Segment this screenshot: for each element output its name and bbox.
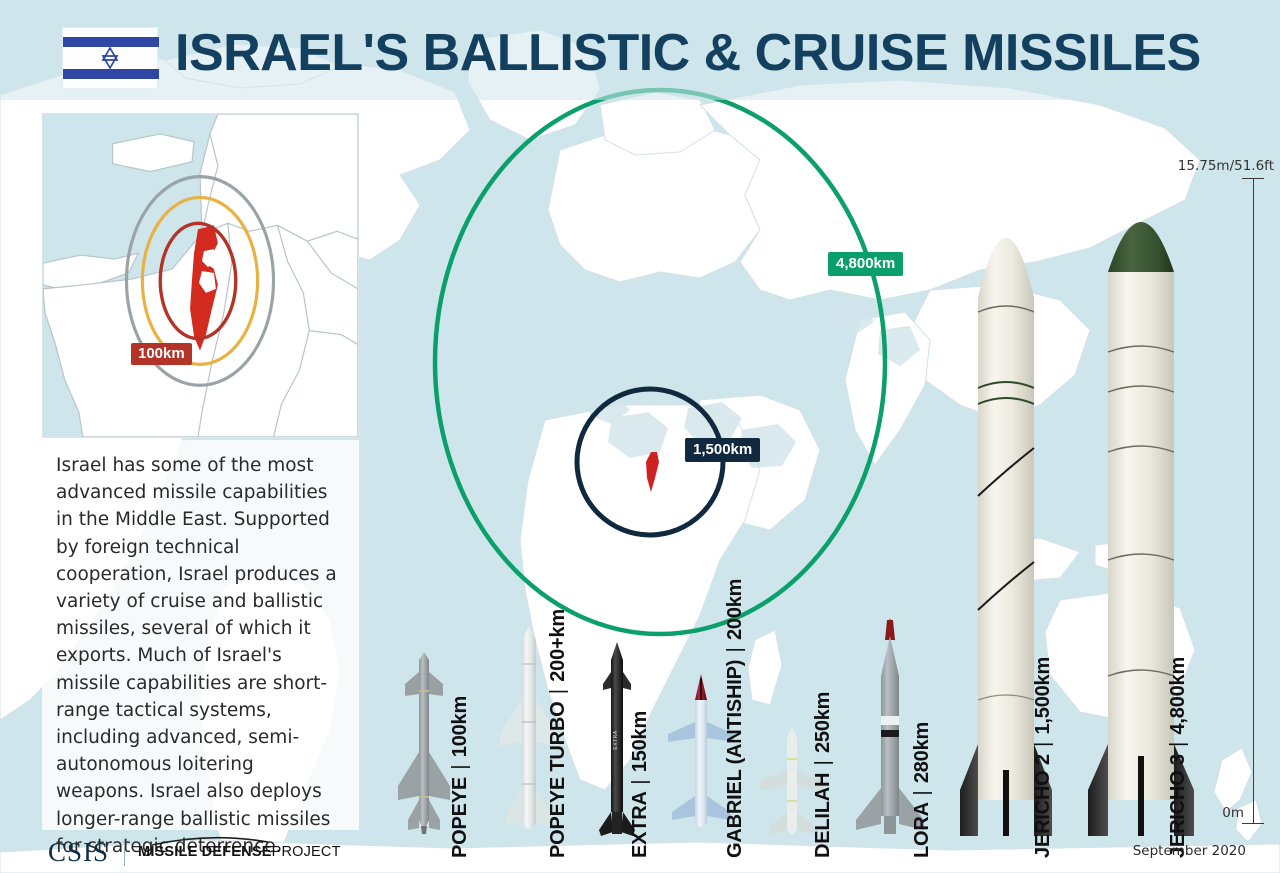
scale-tick-bottom xyxy=(1242,823,1264,824)
logo-divider xyxy=(124,838,126,866)
missile-gabriel xyxy=(668,674,734,827)
inset-ring-label-100km: 100km xyxy=(131,343,192,365)
svg-text:EXTRA: EXTRA xyxy=(613,730,619,749)
csis-wordmark: CSIS xyxy=(48,836,110,867)
publication-date: September 2020 xyxy=(1132,843,1246,859)
title-bar: ISRAEL'S BALLISTIC & CRUISE MISSILES xyxy=(0,0,1280,100)
missile-label-gabriel: GABRIEL (ANTISHIP) | 200km xyxy=(724,578,746,858)
scale-axis-line xyxy=(1253,178,1254,823)
missile-label-jericho-3: JERICHO 3 | 4,800km xyxy=(1167,656,1189,858)
inset-map-panel: 100km 200km 300km xyxy=(42,113,359,438)
missile-label-popeye-turbo: POPEYE TURBO | 200+km xyxy=(547,609,569,858)
ring-label-1500km: 1,500km xyxy=(685,438,761,462)
ring-1500km xyxy=(574,386,726,538)
swoosh-icon xyxy=(151,836,269,846)
star-of-david-icon xyxy=(101,46,119,70)
missile-lora xyxy=(856,618,924,834)
inset-map-graphic xyxy=(43,114,358,437)
description-panel: Israel has some of the most advanced mis… xyxy=(42,440,359,857)
missile-delilah xyxy=(760,726,824,834)
csis-logo: CSIS MISSILE DEFENSEPROJECT xyxy=(48,836,341,868)
missile-label-lora: LORA | 280km xyxy=(911,721,933,858)
scale-bottom-label: 0m xyxy=(1222,805,1244,821)
israel-flag-icon xyxy=(62,27,159,89)
missile-defense-project-wordmark: MISSILE DEFENSEPROJECT xyxy=(138,836,341,860)
scale-top-label: 15.75m/51.6ft xyxy=(1177,158,1274,174)
missile-extra: EXTRA xyxy=(599,642,635,836)
missile-jericho-2 xyxy=(960,238,1052,836)
page-title: ISRAEL'S BALLISTIC & CRUISE MISSILES xyxy=(175,24,1201,82)
missile-label-delilah: DELILAH | 250km xyxy=(812,691,834,858)
missile-jericho-3 xyxy=(1088,222,1194,836)
mdp-bold-text: MISSILE DEFENSE xyxy=(138,844,272,860)
scale-tick-top xyxy=(1242,178,1264,179)
missile-label-extra: EXTRA | 150km xyxy=(629,710,651,858)
description-text: Israel has some of the most advanced mis… xyxy=(56,455,337,857)
missile-popeye-turbo xyxy=(500,626,558,829)
missile-label-popeye: POPEYE | 100km xyxy=(449,695,471,858)
ring-label-4800km: 4,800km xyxy=(828,252,904,276)
israel-highlight xyxy=(646,452,659,492)
mdp-light-text: PROJECT xyxy=(271,844,341,860)
missile-label-jericho-2: JERICHO 2 | 1,500km xyxy=(1032,656,1054,858)
missile-popeye xyxy=(398,652,450,834)
